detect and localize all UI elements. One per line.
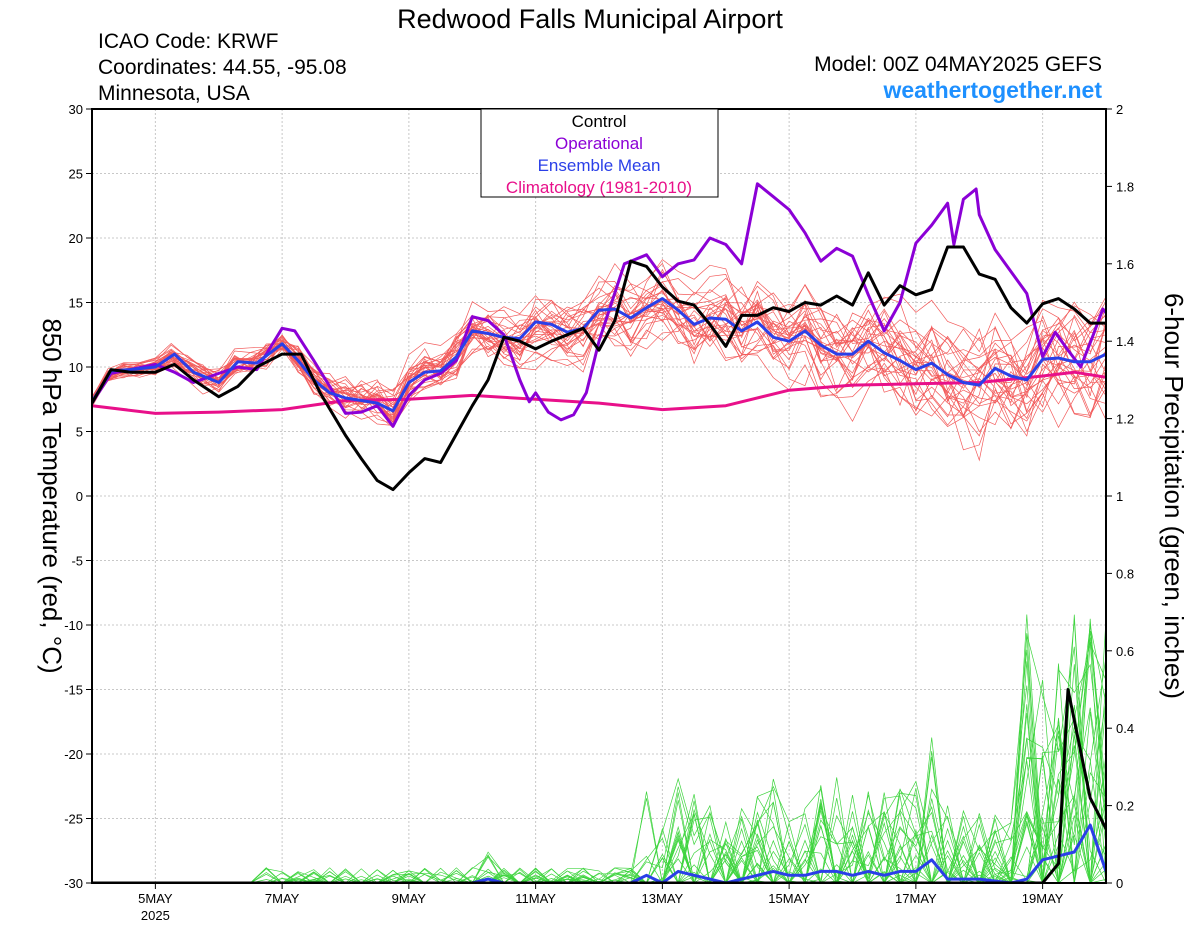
x-tick-label: 5MAY [138,891,173,906]
y-tick-label: 20 [69,231,83,246]
region: Minnesota, USA [98,82,250,105]
y-tick-label: 25 [69,167,83,182]
legend-item: Operational [555,134,643,153]
y2-tick-label: 1.4 [1116,334,1134,349]
y-tick-label: -10 [64,618,83,633]
model-run: Model: 00Z 04MAY2025 GEFS [814,53,1102,76]
ensemble-precip-member [92,726,1106,883]
y2-tick-label: 2 [1116,102,1123,117]
ensemble-precip-member [92,661,1106,883]
chart-series [92,182,1106,883]
x-tick-year: 2025 [141,908,170,923]
y2-axis-label: 6-hour Precipitation (green, inches) [1159,293,1189,699]
y-tick-label: 0 [76,489,83,504]
y-tick-label: 30 [69,102,83,117]
ensemble-temp-member [92,292,1106,420]
ensemble-temp-member [92,305,1106,419]
y2-axis-ticks: 2 1.8 1.6 1.4 1.2 1 0.8 0.6 0.4 0.2 0 [1106,102,1134,891]
chart-title: Redwood Falls Municipal Airport [397,4,783,34]
y2-tick-label: 1.2 [1116,412,1134,427]
control-precip-line [92,688,1106,883]
y2-tick-label: 0.8 [1116,566,1134,581]
mean-precip-line [92,823,1106,883]
x-tick-label: 9MAY [392,891,427,906]
control-temp-line [92,245,1106,492]
chart-header: Redwood Falls Municipal Airport ICAO Cod… [98,4,1102,105]
y-tick-label: -30 [64,876,83,891]
ensemble-precip-member [92,664,1106,883]
y-axis-label: 850 hPa Temperature (red, °C) [37,318,67,673]
ensemble-temp-member [92,295,1106,415]
y-axis-ticks: 30 25 20 15 10 5 0 -5 -10 -15 -20 -25 -30 [64,102,92,891]
x-tick-label: 13MAY [642,891,684,906]
ensemble-precip-member [92,679,1106,883]
y2-tick-label: 1.6 [1116,257,1134,272]
ensemble-precip-member [92,717,1106,883]
legend-item: Climatology (1981-2010) [506,178,692,197]
ensemble-precip-member [92,637,1106,883]
ensemble-precip-member [92,630,1106,883]
y-tick-label: -15 [64,683,83,698]
legend-item: Ensemble Mean [538,156,661,175]
x-tick-label: 17MAY [895,891,937,906]
y-tick-label: -25 [64,812,83,827]
y2-tick-label: 0.6 [1116,644,1134,659]
climatology-line [92,370,1106,415]
ensemble-precip-member [92,745,1106,883]
ensemble-temp-member [92,288,1106,423]
x-tick-label: 19MAY [1022,891,1064,906]
y-tick-label: -20 [64,747,83,762]
mean-temp-line [92,297,1106,413]
y2-tick-label: 1 [1116,489,1123,504]
y2-tick-label: 1.8 [1116,179,1134,194]
y-tick-label: 5 [76,425,83,440]
ensemble-members [92,259,1106,883]
ensemble-precip-member [92,623,1106,883]
chart-grid [92,108,1106,884]
ensemble-precip-member [92,633,1106,883]
ensemble-temp-member [92,302,1106,425]
ensemble-precip-member [92,795,1106,883]
ensemble-temp-member [92,285,1106,462]
legend: Control Operational Ensemble Mean Climatolo… [480,108,719,198]
ensemble-precip-member [92,643,1106,883]
ensemble-precip-member [92,614,1106,883]
coordinates: Coordinates: 44.55, -95.08 [98,56,347,79]
ensemble-temp-member [92,290,1106,428]
y2-tick-label: 0.4 [1116,721,1134,736]
ensemble-precip-member [92,641,1106,883]
x-tick-label: 15MAY [768,891,810,906]
ensemble-precip-member [92,735,1106,883]
ensemble-precip-member [92,625,1106,883]
y-tick-label: -5 [71,554,83,569]
y-tick-label: 10 [69,360,83,375]
y2-tick-label: 0 [1116,876,1123,891]
y2-tick-label: 0.2 [1116,799,1134,814]
ensemble-temp-member [92,297,1106,451]
legend-item: Control [572,112,627,131]
x-tick-label: 11MAY [515,891,556,906]
icao-code: ICAO Code: KRWF [98,30,279,53]
x-tick-label: 7MAY [265,891,300,906]
legend-box [480,108,719,198]
y-tick-label: 15 [69,296,83,311]
ensemble-precip-member [92,656,1106,883]
operational-temp-line [92,182,1106,428]
ensemble-precip-member [92,723,1106,883]
x-axis-ticks: 5MAY 2025 7MAY 9MAY 11MAY 13MAY 15MAY 17MAY 19MA… [138,883,1064,923]
site-link[interactable]: weathertogether.net [882,77,1102,103]
